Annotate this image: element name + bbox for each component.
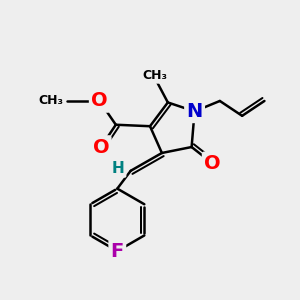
Text: CH₃: CH₃ bbox=[39, 94, 64, 107]
Text: O: O bbox=[204, 154, 221, 173]
Text: H: H bbox=[112, 161, 124, 176]
Text: O: O bbox=[93, 137, 109, 157]
Text: F: F bbox=[111, 242, 124, 261]
Text: CH₃: CH₃ bbox=[142, 69, 167, 82]
Text: N: N bbox=[187, 102, 203, 121]
Text: O: O bbox=[91, 92, 108, 110]
